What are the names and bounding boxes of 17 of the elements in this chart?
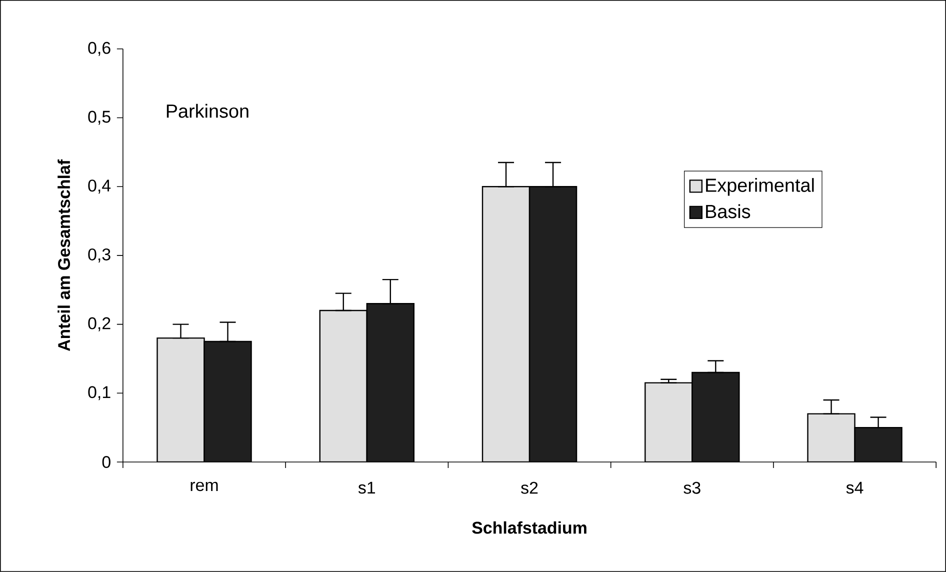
y-tick-label: 0,5 bbox=[88, 110, 110, 125]
x-tick-label: s4 bbox=[846, 482, 864, 494]
annotation: Parkinson bbox=[166, 104, 248, 118]
y-tick-label: 0,1 bbox=[88, 386, 110, 400]
y-tick-label: 0,4 bbox=[88, 180, 111, 194]
y-axis-title: Anteil am Gesamtschlaf bbox=[58, 159, 70, 352]
x-tick-label: s1 bbox=[358, 482, 376, 494]
y-tick-label: 0,2 bbox=[88, 317, 110, 332]
legend-label: Basis bbox=[706, 204, 750, 218]
x-tick-label: rem bbox=[190, 482, 218, 492]
x-tick-label: s3 bbox=[684, 482, 700, 494]
x-axis-title: Schlafstadium bbox=[472, 521, 586, 534]
y-tick-label: 0,6 bbox=[88, 42, 110, 56]
x-tick-label: s2 bbox=[521, 482, 538, 494]
legend-label: Experimental bbox=[706, 178, 814, 196]
y-tick-label: 0 bbox=[102, 456, 110, 468]
y-tick-label: 0,3 bbox=[88, 248, 110, 262]
